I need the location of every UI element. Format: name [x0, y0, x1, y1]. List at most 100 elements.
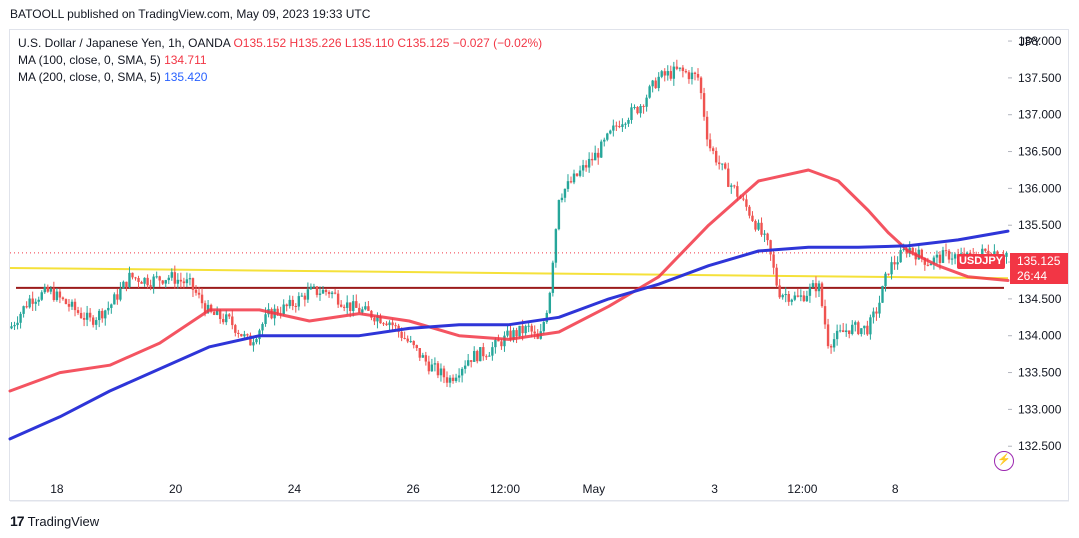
candle-body: [736, 186, 739, 197]
candle-body: [98, 310, 101, 321]
candle-body: [394, 325, 397, 327]
candle-body: [826, 324, 830, 347]
candle-body: [503, 335, 506, 347]
candle-body: [769, 240, 772, 255]
legend-symbol: U.S. Dollar / Japanese Yen, 1h, OANDA: [18, 36, 231, 50]
legend-ma200-label: MA (200, close, 0, SMA, 5): [18, 70, 161, 84]
candle-body: [696, 74, 700, 78]
candle-body: [82, 318, 86, 320]
last-price-badge: 135.125 26:44: [1010, 253, 1068, 284]
price-axis: 138.000 137.500 137.000 136.500 136.000 135.5…: [1008, 34, 1062, 453]
candle-body: [796, 295, 800, 297]
candle-body: [808, 287, 812, 296]
candle-body: [887, 273, 890, 275]
candle-body: [418, 348, 421, 358]
candle-body: [382, 323, 385, 325]
candle-body: [25, 306, 28, 308]
candle-body: [699, 77, 703, 94]
candle-body: [424, 355, 428, 362]
candle-body: [131, 272, 134, 278]
candle-body: [494, 339, 497, 348]
candle-body: [814, 283, 818, 292]
candle-body: [134, 277, 137, 279]
candle-body: [22, 306, 25, 314]
candle-body: [276, 308, 279, 314]
candle-body: [373, 317, 376, 322]
candle-body: [137, 277, 140, 282]
candle-body: [733, 185, 736, 187]
candle-body: [941, 250, 945, 263]
candle-body: [727, 168, 730, 187]
candle-body: [442, 368, 446, 378]
candle-body: [406, 338, 409, 342]
candle-body: [902, 249, 905, 251]
legend-ma100-label: MA (100, close, 0, SMA, 5): [18, 53, 161, 67]
candle-body: [249, 335, 252, 346]
y-tick-label: 134.500: [1018, 292, 1062, 306]
candle-body: [572, 173, 576, 183]
candle-body: [113, 294, 116, 305]
candle-body: [857, 322, 860, 335]
candle-body: [606, 133, 609, 140]
candle-body: [324, 290, 328, 293]
candle-body: [584, 165, 588, 168]
candle-body: [206, 304, 210, 313]
candle-body: [926, 264, 930, 266]
candle-body: [590, 158, 594, 161]
candle-body: [333, 292, 337, 294]
candle-body: [636, 106, 639, 114]
candle-body: [85, 312, 89, 320]
ma100-line: [8, 168, 1010, 393]
candle-body: [651, 80, 654, 87]
candle-body: [200, 294, 204, 304]
candle-body: [179, 279, 183, 282]
candle-body: [823, 306, 827, 325]
candle-body: [107, 307, 110, 311]
tradingview-logo[interactable]: 17 TradingView: [10, 513, 99, 529]
candle-body: [128, 272, 131, 288]
y-tick-label: 138.000: [1018, 34, 1062, 48]
x-tick-label: 24: [288, 482, 302, 496]
candle-body: [58, 291, 62, 298]
candle-body: [448, 377, 452, 383]
candle-body: [675, 66, 679, 69]
lightning-icon[interactable]: ⚡: [994, 451, 1014, 471]
candle-body: [149, 285, 152, 287]
candle-body: [630, 107, 633, 120]
candle-body: [548, 292, 552, 313]
candle-body: [854, 322, 857, 325]
candle-body: [869, 317, 872, 335]
candle-body: [754, 220, 757, 230]
candle-body: [1005, 252, 1008, 257]
candle-body: [935, 254, 939, 258]
candle-body: [225, 314, 228, 323]
candle-body: [385, 323, 388, 326]
candle-body: [104, 310, 107, 319]
candle-body: [88, 312, 92, 318]
candle-body: [515, 330, 518, 337]
candle-body: [509, 330, 512, 340]
candle-body: [724, 163, 727, 169]
candle-body: [158, 276, 161, 281]
candle-body: [841, 330, 845, 333]
candle-body: [884, 273, 887, 286]
ma200-line: [8, 229, 1010, 441]
candle-body: [318, 293, 322, 295]
candle-body: [403, 337, 406, 339]
candle-body: [421, 355, 425, 358]
tradingview-logo-icon: 17: [10, 513, 25, 529]
candle-body: [476, 351, 479, 362]
candle-body: [693, 72, 697, 75]
candle-body: [312, 286, 316, 288]
candle-body: [309, 286, 313, 290]
candle-body: [717, 162, 721, 165]
candle-body: [848, 330, 851, 334]
candle-body: [215, 310, 219, 315]
candle-body: [875, 311, 878, 314]
candle-body: [566, 181, 570, 189]
candle-body: [457, 375, 461, 378]
candle-body: [122, 281, 125, 289]
candle-body: [633, 106, 636, 108]
candle-body: [285, 304, 288, 307]
